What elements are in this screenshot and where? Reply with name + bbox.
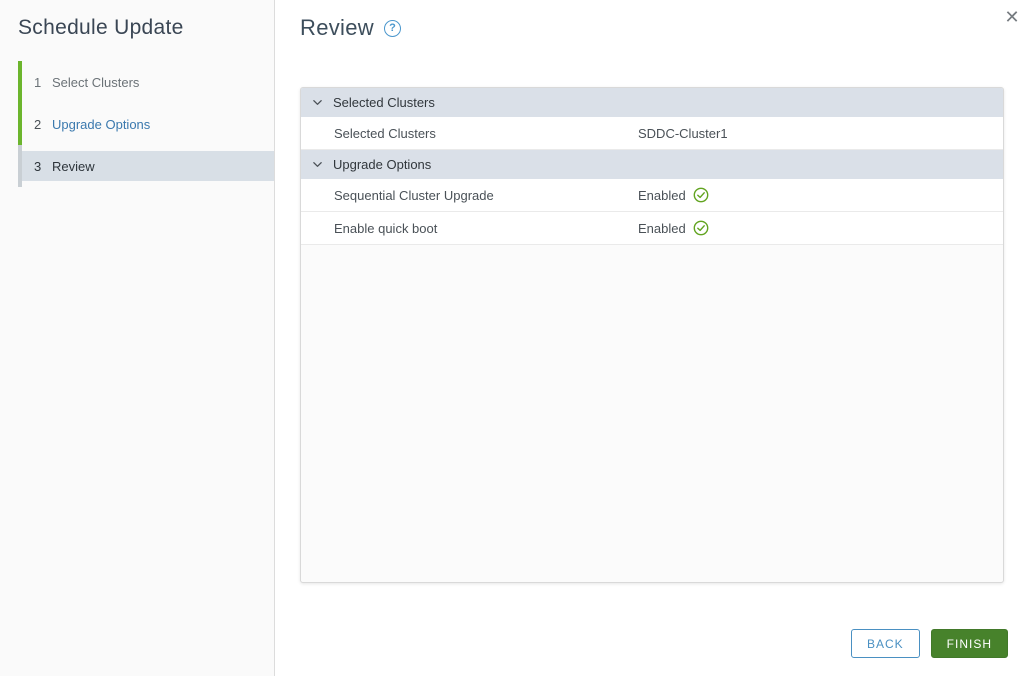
check-circle-icon bbox=[693, 220, 709, 236]
step-number: 1 bbox=[34, 74, 42, 90]
wizard-sidebar: Schedule Update 1 Select Clusters 2 Upgr… bbox=[0, 0, 275, 676]
check-circle-icon bbox=[693, 187, 709, 203]
review-header: Review ? bbox=[300, 15, 1008, 41]
step-review[interactable]: 3 Review bbox=[0, 145, 274, 187]
step-progress-rail bbox=[18, 61, 22, 103]
finish-button[interactable]: FINISH bbox=[930, 629, 1008, 658]
section-header-label: Selected Clusters bbox=[333, 95, 435, 110]
table-row: Selected Clusters SDDC-Cluster1 bbox=[301, 117, 1003, 150]
wizard-footer: BACK FINISH bbox=[850, 629, 1008, 658]
help-icon[interactable]: ? bbox=[383, 19, 401, 37]
row-value: Enabled bbox=[638, 187, 709, 203]
step-number: 3 bbox=[34, 158, 42, 174]
step-progress-rail bbox=[18, 145, 22, 187]
step-progress-rail bbox=[18, 103, 22, 145]
review-panel: Review ? ✕ Selected Clusters Selected Cl… bbox=[276, 0, 1024, 676]
row-value: Enabled bbox=[638, 220, 709, 236]
back-button[interactable]: BACK bbox=[850, 629, 920, 658]
step-label: Review bbox=[52, 158, 95, 174]
review-summary-table: Selected Clusters Selected Clusters SDDC… bbox=[300, 87, 1004, 583]
row-label: Enable quick boot bbox=[334, 220, 438, 236]
step-number: 2 bbox=[34, 116, 42, 132]
row-value: SDDC-Cluster1 bbox=[638, 125, 728, 141]
wizard-title: Schedule Update bbox=[18, 16, 184, 39]
wizard-steps: 1 Select Clusters 2 Upgrade Options 3 Re… bbox=[0, 61, 274, 187]
row-label: Selected Clusters bbox=[334, 125, 436, 141]
table-row: Enable quick boot Enabled bbox=[301, 212, 1003, 245]
section-header-label: Upgrade Options bbox=[333, 157, 432, 172]
table-row: Sequential Cluster Upgrade Enabled bbox=[301, 179, 1003, 212]
step-label: Select Clusters bbox=[52, 74, 140, 90]
section-header-selected-clusters[interactable]: Selected Clusters bbox=[301, 88, 1003, 117]
step-upgrade-options[interactable]: 2 Upgrade Options bbox=[0, 103, 274, 145]
chevron-down-icon bbox=[312, 97, 323, 108]
step-label: Upgrade Options bbox=[52, 116, 151, 132]
section-header-upgrade-options[interactable]: Upgrade Options bbox=[301, 150, 1003, 179]
chevron-down-icon bbox=[312, 159, 323, 170]
row-label: Sequential Cluster Upgrade bbox=[334, 187, 494, 203]
page-title: Review bbox=[300, 15, 374, 40]
step-select-clusters[interactable]: 1 Select Clusters bbox=[0, 61, 274, 103]
close-icon[interactable]: ✕ bbox=[1004, 7, 1020, 27]
